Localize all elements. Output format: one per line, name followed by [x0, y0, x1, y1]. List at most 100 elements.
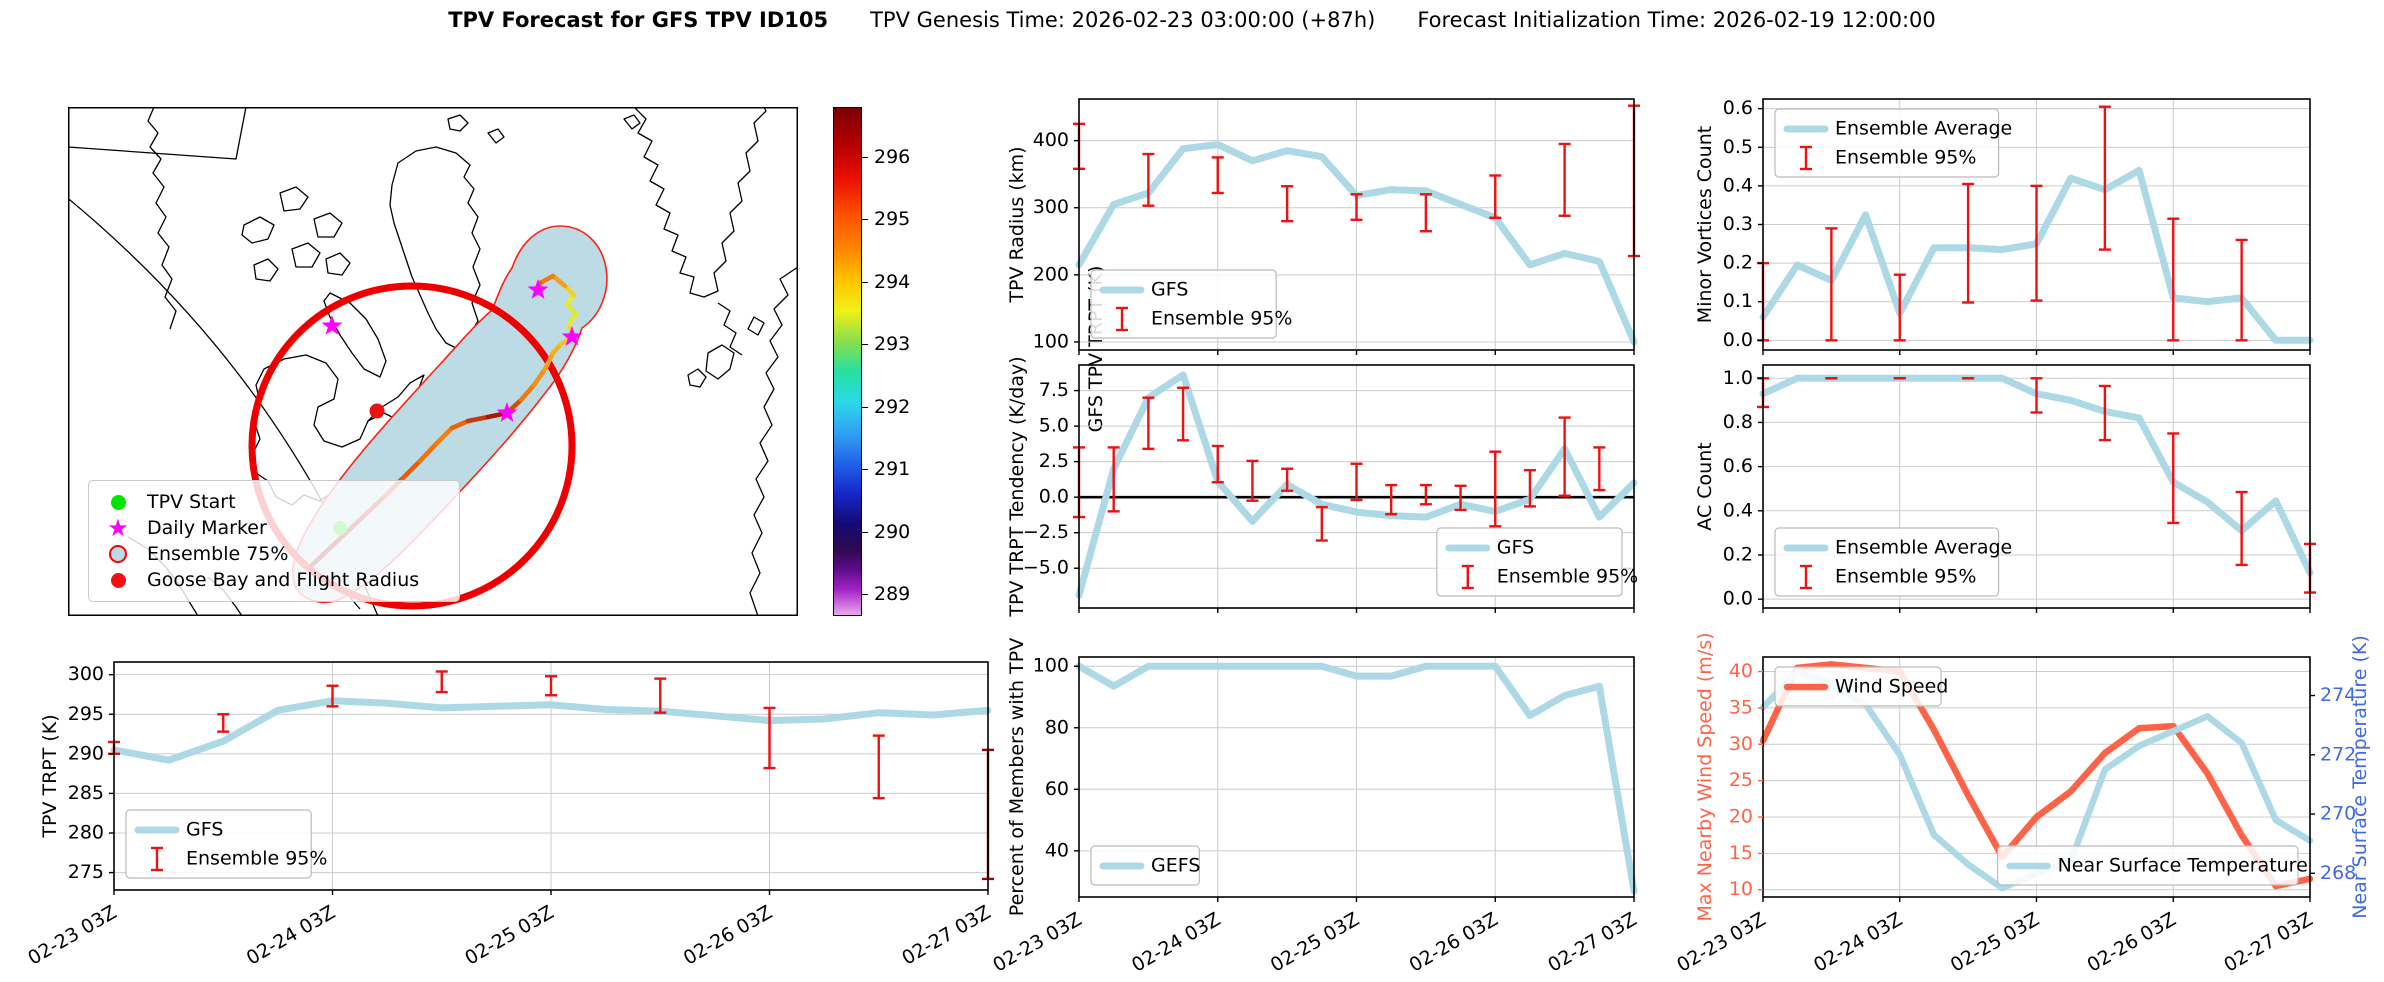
colorbar-tick — [862, 531, 868, 533]
colorbar-tick-label: 294 — [874, 270, 911, 293]
svg-text:02-23 03Z: 02-23 03Z — [989, 908, 1085, 976]
colorbar-tick — [862, 594, 868, 596]
x-tick-labels: 02-23 03Z 02-24 03Z 02-25 03Z 02-26 03Z 02-2… — [989, 908, 1640, 976]
svg-text:02-23 03Z: 02-23 03Z — [24, 901, 120, 969]
colorbar-tick — [862, 219, 868, 221]
svg-text:295: 295 — [68, 703, 104, 725]
legend-errorbar-sample — [1800, 145, 1812, 171]
chart-percent-members: 40 60 80 100 02-23 03Z 02-24 03Z 02-25 03Z 02-2… — [989, 638, 1640, 977]
svg-text:268: 268 — [2320, 862, 2356, 884]
y-axis-label: TPV Radius (km) — [1006, 146, 1028, 303]
tpv-track-segment — [537, 273, 556, 286]
svg-text:0.2: 0.2 — [1723, 543, 1753, 565]
svg-text:0.1: 0.1 — [1723, 290, 1753, 312]
legend-label: GFS — [1151, 279, 1188, 301]
svg-text:02-25 03Z: 02-25 03Z — [461, 901, 557, 969]
legend-errorbar-sample — [1800, 564, 1812, 590]
legend-errorbar-sample — [151, 846, 163, 872]
svg-text:02-23 03Z: 02-23 03Z — [1673, 908, 1769, 976]
y2-axis-label: Near Surface Temperature (K) — [2349, 635, 2371, 919]
tpv-track-segment — [417, 440, 440, 464]
dot-icon — [101, 572, 135, 588]
svg-text:7.5: 7.5 — [1039, 379, 1069, 401]
legend-label: Ensemble 95% — [186, 848, 327, 870]
svg-text:0.0: 0.0 — [1723, 329, 1753, 351]
tpv-track-segment — [434, 425, 455, 446]
trpt-colorbar — [833, 107, 862, 616]
tpv-track-segment — [449, 418, 471, 431]
y-axis-label: AC Count — [1694, 442, 1716, 530]
legend-errorbar-sample — [1116, 306, 1128, 332]
svg-text:10: 10 — [1729, 878, 1753, 900]
axis-ticks — [1758, 377, 2311, 613]
colorbar-tick-label: 291 — [874, 458, 911, 481]
svg-text:02-26 03Z: 02-26 03Z — [1405, 908, 1501, 976]
y2-tick-labels: 268 270 272 274 — [2310, 684, 2356, 884]
map-legend-label: Daily Marker — [147, 517, 267, 539]
x-tick-labels: 02-23 03Z 02-24 03Z 02-25 03Z 02-26 03Z 02-2… — [24, 901, 994, 969]
svg-text:280: 280 — [68, 822, 104, 844]
tpv-track-segment — [542, 350, 556, 372]
chart-tpv-trpt: 275 280 285 290 295 300 02-23 03Z 02-24 03Z 02-2… — [24, 661, 995, 970]
y-tick-labels: 40 60 80 100 — [1033, 655, 1069, 862]
svg-text:290: 290 — [68, 742, 104, 764]
colorbar-tick-label: 292 — [874, 395, 911, 418]
chart-svg-minor_vortices: 0.0 0.1 0.2 0.3 0.4 0.5 0.6 Minor Vortices Coun… — [1694, 97, 2314, 355]
svg-text:0.2: 0.2 — [1723, 252, 1753, 274]
map-legend-item: ★ Daily Marker — [101, 515, 449, 541]
svg-text:−5.0: −5.0 — [1023, 557, 1069, 579]
y-tick-labels: 0.0 0.1 0.2 0.3 0.4 0.5 0.6 — [1723, 97, 1753, 351]
y-axis-label: Max Nearby Wind Speed (m/s) — [1694, 632, 1716, 921]
legend-label: GFS — [186, 819, 223, 841]
track-map-panel: TPV Start ★ Daily Marker Ensemble 75% Goose … — [68, 107, 798, 616]
tpv-track-segment — [518, 382, 537, 403]
svg-text:02-24 03Z: 02-24 03Z — [1810, 908, 1906, 976]
colorbar-tick — [862, 344, 868, 346]
svg-text:25: 25 — [1729, 769, 1753, 791]
chart-svg-tpv_trpt: 275 280 285 290 295 300 02-23 03Z 02-24 03Z 02-2… — [24, 661, 995, 970]
tpv-track-segment — [531, 366, 548, 388]
tpv-track-segment — [465, 414, 491, 424]
chart-trpt-tendency: 7.5 5.0 2.5 0.0 −2.5 −5.0 TPV TRPT Tendency (K… — [1006, 356, 1638, 617]
colorbar-tick — [862, 406, 868, 408]
svg-text:400: 400 — [1033, 129, 1069, 151]
y-axis-label: Percent of Members with TPV — [1006, 638, 1028, 916]
title-main: TPV Forecast for GFS TPV ID105 — [448, 8, 829, 32]
daily-marker-star — [496, 402, 518, 422]
axis-ticks — [1758, 670, 2311, 902]
axis-ticks — [1074, 389, 1635, 613]
daily-marker-stars — [321, 279, 583, 422]
svg-text:0.6: 0.6 — [1723, 455, 1753, 477]
y-axis-label: Minor Vortices Count — [1694, 126, 1716, 323]
y-tick-labels: 10 15 20 25 30 35 40 — [1729, 660, 1753, 900]
svg-text:0.5: 0.5 — [1723, 136, 1753, 158]
colorbar-tick-label: 296 — [874, 145, 911, 168]
axis-ticks — [109, 673, 989, 895]
svg-text:02-27 03Z: 02-27 03Z — [1544, 908, 1640, 976]
svg-text:−2.5: −2.5 — [1023, 521, 1069, 543]
svg-text:200: 200 — [1033, 263, 1069, 285]
svg-text:02-26 03Z: 02-26 03Z — [2083, 908, 2179, 976]
svg-text:20: 20 — [1729, 806, 1753, 828]
legend: GFS Ensemble 95% — [1436, 527, 1638, 597]
legend: Ensemble Average Ensemble 95% — [1774, 108, 2012, 178]
legend: GFS Ensemble 95% — [1090, 269, 1292, 339]
svg-text:275: 275 — [68, 861, 104, 883]
svg-text:60: 60 — [1045, 778, 1069, 800]
y-axis-label: TPV TRPT (K) — [39, 714, 61, 838]
tpv-track-segment — [550, 273, 568, 289]
colorbar-tick-label: 289 — [874, 583, 911, 606]
legend-label: GEFS — [1151, 855, 1200, 877]
map-legend-item: Goose Bay and Flight Radius — [101, 567, 449, 593]
y-tick-labels: 100 200 300 400 — [1033, 129, 1069, 352]
legend: Wind Speed — [1774, 666, 1948, 707]
svg-text:285: 285 — [68, 782, 104, 804]
daily-marker-star — [321, 315, 343, 335]
svg-text:300: 300 — [68, 663, 104, 685]
daily-marker-star — [527, 279, 549, 299]
chart-wind-temperature: 10 15 20 25 30 35 40 268 270 272 274 02-23 03Z 02-24… — [1673, 632, 2371, 976]
title-init-time: Forecast Initialization Time: 2026-02-19… — [1417, 8, 1936, 32]
